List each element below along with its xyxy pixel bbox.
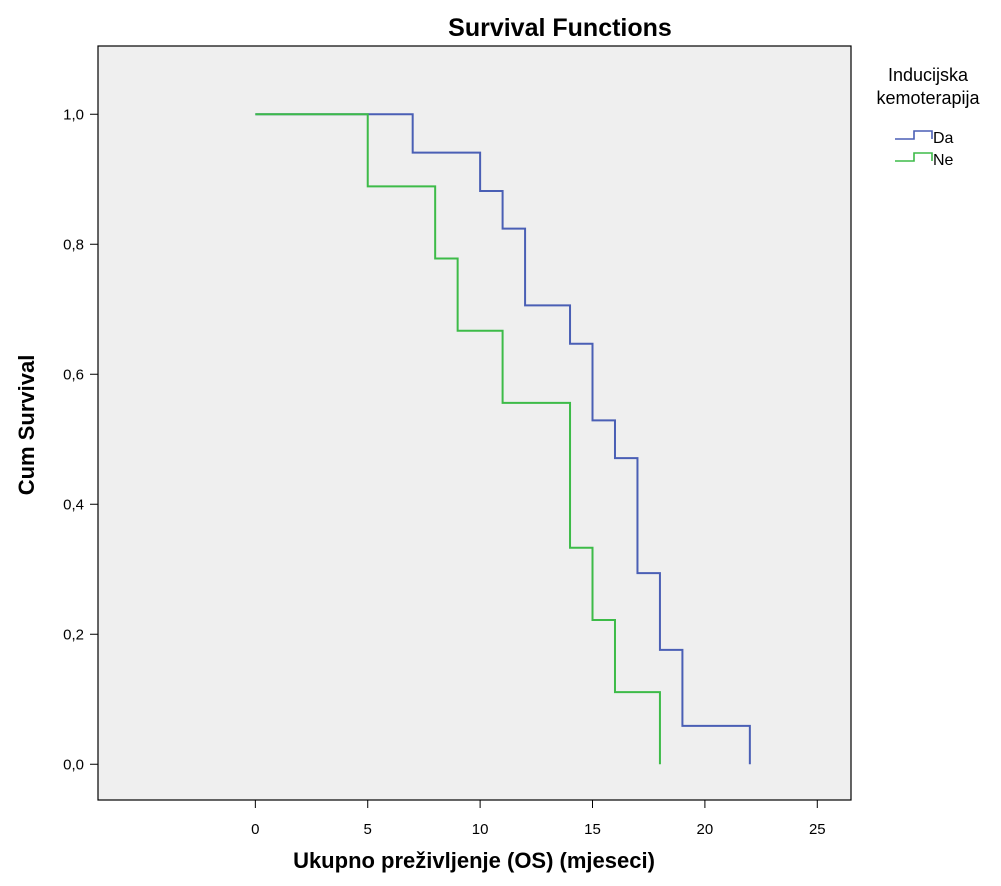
legend-swatch-ne: [895, 152, 933, 162]
legend: Inducijska kemoterapija Da Ne: [876, 65, 980, 169]
survival-line-ne: [255, 113, 661, 765]
legend-label-da: Da: [933, 130, 954, 147]
x-tick-label: 20: [697, 821, 714, 838]
legend-title-line-2: kemoterapija: [876, 88, 980, 108]
legend-title-line-1: Inducijska: [888, 65, 969, 85]
y-axis-title: Cum Survival: [14, 355, 39, 496]
y-tick-label: 0,4: [63, 496, 84, 513]
y-tick-label: 0,2: [63, 626, 84, 643]
x-tick-label: 15: [584, 821, 601, 838]
x-tick-label: 10: [472, 821, 489, 838]
legend-label-ne: Ne: [933, 152, 954, 169]
x-tick-label: 5: [364, 821, 372, 838]
legend-swatch-da: [895, 130, 933, 140]
x-axis-title: Ukupno preživljenje (OS) (mjeseci): [293, 848, 655, 873]
y-tick-label: 0,0: [63, 756, 84, 773]
y-tick-label: 1,0: [63, 106, 84, 123]
y-tick-label: 0,6: [63, 366, 84, 383]
plot-area: [97, 45, 852, 801]
x-tick-label: 25: [809, 821, 826, 838]
x-tick-label: 0: [251, 821, 259, 838]
y-tick-label: 0,8: [63, 236, 84, 253]
chart-title: Survival Functions: [448, 14, 672, 42]
survival-line-da: [255, 113, 751, 765]
